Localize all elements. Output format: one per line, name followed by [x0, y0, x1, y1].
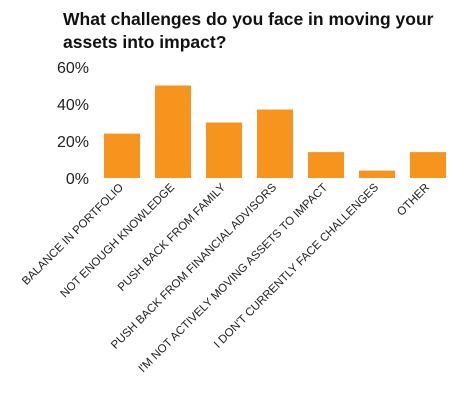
- x-tick-label: OTHER: [395, 182, 432, 219]
- x-tick-label: PUSH BACK FROM FAMILY: [116, 181, 228, 293]
- bar: [410, 152, 446, 178]
- x-tick-label: I'M NOT ACTIVELY MOVING ASSETS TO IMPACT: [137, 182, 331, 376]
- bar: [104, 133, 140, 178]
- bar: [359, 170, 395, 178]
- y-axis: 0% 20% 40% 60%: [57, 60, 89, 188]
- chart-title-line-1: What challenges do you face in moving yo…: [63, 9, 434, 29]
- bar: [206, 122, 242, 178]
- y-tick-label: 60%: [57, 60, 89, 77]
- y-tick-label: 40%: [57, 97, 89, 114]
- chart-title-line-2: assets into impact?: [63, 32, 226, 52]
- bar: [308, 152, 344, 178]
- y-tick-label: 20%: [57, 134, 89, 151]
- x-tick-label: BALANCE IN PORTFOLIO: [20, 182, 126, 288]
- y-tick-label: 0%: [66, 171, 89, 188]
- bars: [104, 85, 446, 178]
- bar: [257, 109, 293, 178]
- bar: [155, 85, 191, 178]
